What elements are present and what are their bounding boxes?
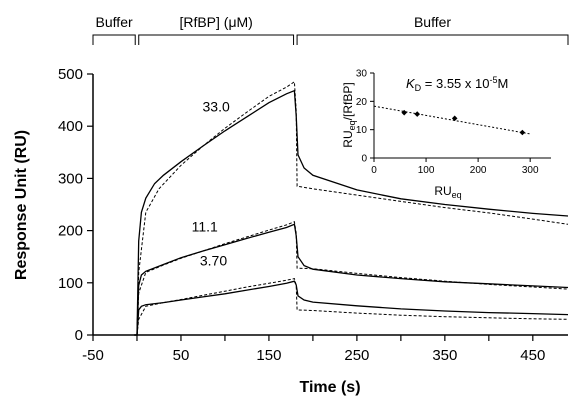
x-tick-label: 250 xyxy=(344,347,369,364)
inset-data-point xyxy=(401,109,407,116)
inset-y-title-sub: eq xyxy=(347,120,357,130)
inset-y-title-main: RU xyxy=(341,130,355,147)
kd-symbol: K xyxy=(406,76,416,91)
y-tick-label: 400 xyxy=(58,118,83,135)
x-tick-label: 50 xyxy=(173,347,190,364)
fit-curve-dashed xyxy=(136,220,569,336)
inset-y-title-rest: /[RfBP] xyxy=(341,82,355,120)
y-tick-label: 0 xyxy=(75,327,83,344)
inset-data-point xyxy=(519,129,526,136)
y-tick-label: 300 xyxy=(58,170,83,187)
y-axis-title: Response Unit (RU) xyxy=(13,130,30,280)
concentration-label: 3.70 xyxy=(200,253,227,269)
phase-bracket xyxy=(92,34,136,45)
x-tick-label: 350 xyxy=(432,347,457,364)
inset-annotation: KD = 3.55 x 10-5M xyxy=(406,75,508,93)
kd-value: = 3.55 x 10 xyxy=(421,76,489,91)
response-curve-solid xyxy=(134,89,569,336)
inset-y-axis-title: RUeq/[RfBP] xyxy=(341,82,357,147)
x-tick-label: 450 xyxy=(520,347,545,364)
fit-curve-dashed xyxy=(136,278,569,336)
phase-bracket xyxy=(296,34,569,45)
main-axes xyxy=(92,74,568,336)
y-tick-label: 100 xyxy=(58,275,83,292)
inset-data-point xyxy=(414,111,421,117)
inset-x-title-sub: eq xyxy=(452,190,462,200)
phase-bracket xyxy=(138,34,295,45)
curve-labels: 33.0 11.1 3.70 xyxy=(192,99,230,269)
inset-fit-line xyxy=(373,105,531,135)
inset-y-tick-label: 20 xyxy=(356,97,368,108)
inset-x-tick-label: 0 xyxy=(371,165,377,176)
concentration-label: 11.1 xyxy=(192,219,218,235)
inset-y-tick-label: 0 xyxy=(361,154,367,165)
inset-y-tick-label: 30 xyxy=(356,69,368,80)
x-tick-label: -50 xyxy=(82,347,104,364)
phase-label: [RfBP] (μM) xyxy=(179,14,252,30)
kd-exponent: -5 xyxy=(489,75,497,85)
x-axis-title: Time (s) xyxy=(299,379,360,396)
phase-label: Buffer xyxy=(414,14,451,30)
inset-x-axis-title: RUeq xyxy=(434,184,461,200)
inset-x-tick-label: 300 xyxy=(522,165,539,176)
y-tick-label: 200 xyxy=(58,223,83,240)
y-tick-label: 500 xyxy=(58,66,83,83)
inset-data-point xyxy=(451,115,458,122)
inset-y-tick-label: 10 xyxy=(356,125,368,136)
response-curve-solid xyxy=(134,280,569,336)
inset-x-title-main: RU xyxy=(434,184,451,198)
inset-x-tick-label: 100 xyxy=(418,165,435,176)
phase-brackets: Buffer [RfBP] (μM) Buffer xyxy=(92,14,569,45)
inset-x-tick-label: 200 xyxy=(470,165,487,176)
kd-subscript: D xyxy=(415,83,422,93)
phase-label: Buffer xyxy=(96,14,133,30)
fit-curve-dashed xyxy=(136,80,569,336)
series-group xyxy=(134,80,569,336)
x-tick-label: 150 xyxy=(256,347,281,364)
concentration-label: 33.0 xyxy=(203,99,230,115)
response-curve-solid xyxy=(134,223,569,336)
kd-unit: M xyxy=(498,76,509,91)
